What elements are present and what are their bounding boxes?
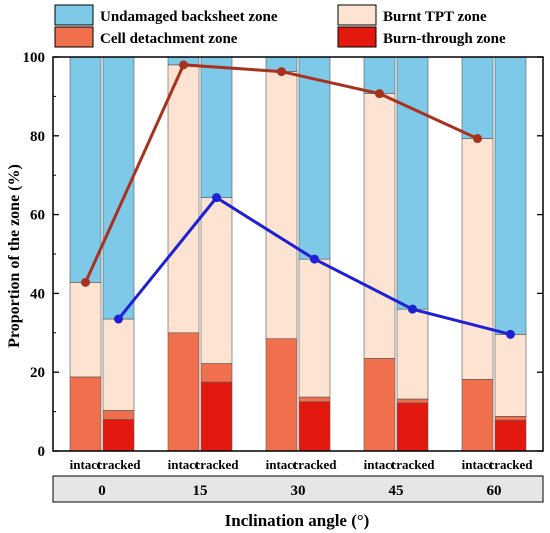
- x-axis-title: Inclination angle (°): [225, 511, 370, 530]
- bar-segment-burn-through-0-cracked: [102, 419, 135, 452]
- cell-label-cracked-30: cracked: [292, 457, 337, 472]
- line-point-intact-0: [81, 277, 90, 287]
- lines: [81, 60, 515, 339]
- line-point-cracked-15: [212, 193, 221, 203]
- cell-label-intact-0: intact: [70, 457, 102, 472]
- bar-segment-cell-detachment-30-cracked: [298, 396, 331, 403]
- bar-segment-burnt-tpt-0-intact: [69, 282, 102, 378]
- bar-segment-cell-detachment-60-cracked: [494, 416, 527, 421]
- bar-segment-cell-detachment-45-intact: [363, 358, 396, 452]
- bar-segment-undamaged-0-intact: [69, 56, 102, 283]
- x-tick-label-60: 60: [487, 483, 502, 499]
- bar-segment-burn-through-45-cracked: [396, 402, 429, 452]
- bar-segment-burn-through-15-cracked: [200, 381, 233, 452]
- line-point-intact-30: [277, 67, 286, 77]
- y-tick-label: 40: [30, 286, 45, 302]
- bar-segment-burnt-tpt-30-intact: [265, 71, 298, 340]
- bar-segment-cell-detachment-0-cracked: [102, 410, 135, 420]
- legend-swatch-burnt-tpt: [337, 4, 377, 26]
- y-tick-label: 100: [23, 50, 46, 66]
- bar-segment-undamaged-45-cracked: [396, 56, 429, 310]
- bar-segment-cell-detachment-15-cracked: [200, 363, 233, 383]
- line-point-cracked-30: [310, 254, 319, 264]
- bar-segment-burnt-tpt-15-cracked: [200, 197, 233, 364]
- legend-label-burn-through: Burn-through zone: [383, 31, 506, 47]
- bar-segment-burn-through-30-cracked: [298, 401, 331, 452]
- line-point-intact-15: [179, 60, 188, 70]
- cell-label-intact-45: intact: [364, 457, 396, 472]
- cell-label-intact-30: intact: [266, 457, 298, 472]
- bar-segment-burnt-tpt-60-cracked: [494, 334, 527, 417]
- bar-segment-cell-detachment-60-intact: [461, 378, 494, 452]
- cell-label-cracked-15: cracked: [194, 457, 239, 472]
- bar-segment-undamaged-60-intact: [461, 56, 494, 139]
- line-point-intact-45: [375, 89, 384, 99]
- line-point-intact-60: [473, 134, 482, 144]
- bar-segment-burn-through-60-cracked: [494, 419, 527, 452]
- x-tick-label-15: 15: [193, 483, 208, 499]
- y-tick-label: 80: [30, 129, 45, 145]
- bar-segment-cell-detachment-30-intact: [265, 338, 298, 452]
- x-tick-label-0: 0: [98, 483, 106, 499]
- y-axis-title: Proportion of the zone (%): [6, 164, 23, 348]
- legend: Undamaged backsheet zone Burnt TPT zone …: [54, 4, 506, 48]
- y-tick-label: 60: [30, 208, 45, 224]
- bar-segment-burnt-tpt-15-intact: [167, 64, 200, 334]
- line-point-cracked-60: [506, 329, 515, 339]
- bar-segment-cell-detachment-45-cracked: [396, 398, 429, 404]
- cell-label-cracked-45: cracked: [390, 457, 435, 472]
- bar-segment-cell-detachment-0-intact: [69, 376, 102, 452]
- bar-segment-burnt-tpt-0-cracked: [102, 318, 135, 411]
- y-tick-label: 0: [38, 444, 46, 460]
- cell-label-cracked-60: cracked: [488, 457, 533, 472]
- legend-swatch-burn-through: [337, 26, 377, 48]
- y-tick-label: 20: [30, 365, 45, 381]
- bar-segment-burnt-tpt-30-cracked: [298, 258, 331, 398]
- bar-segment-undamaged-30-cracked: [298, 56, 331, 260]
- legend-label-burnt-tpt: Burnt TPT zone: [383, 9, 487, 25]
- legend-label-undamaged: Undamaged backsheet zone: [100, 9, 278, 25]
- cell-label-intact-15: intact: [168, 457, 200, 472]
- bar-segment-burnt-tpt-60-intact: [461, 138, 494, 380]
- legend-label-cell-detachment: Cell detachment zone: [100, 31, 238, 47]
- legend-swatch-undamaged: [54, 4, 94, 26]
- bar-segment-burnt-tpt-45-cracked: [396, 308, 429, 400]
- bar-segment-undamaged-60-cracked: [494, 56, 527, 335]
- x-tick-label-30: 30: [291, 483, 306, 499]
- cell-label-cracked-0: cracked: [96, 457, 141, 472]
- bar-segment-cell-detachment-15-intact: [167, 332, 200, 452]
- bar-segment-undamaged-15-cracked: [200, 56, 233, 198]
- x-tick-label-45: 45: [389, 483, 404, 499]
- line-point-cracked-45: [408, 304, 417, 314]
- angle-band: [52, 475, 544, 503]
- cell-label-intact-60: intact: [462, 457, 494, 472]
- bar-segment-undamaged-45-intact: [363, 56, 396, 94]
- bar-segment-burnt-tpt-45-intact: [363, 93, 396, 359]
- bars: [69, 56, 527, 452]
- legend-swatch-cell-detachment: [54, 26, 94, 48]
- line-point-cracked-0: [114, 314, 123, 324]
